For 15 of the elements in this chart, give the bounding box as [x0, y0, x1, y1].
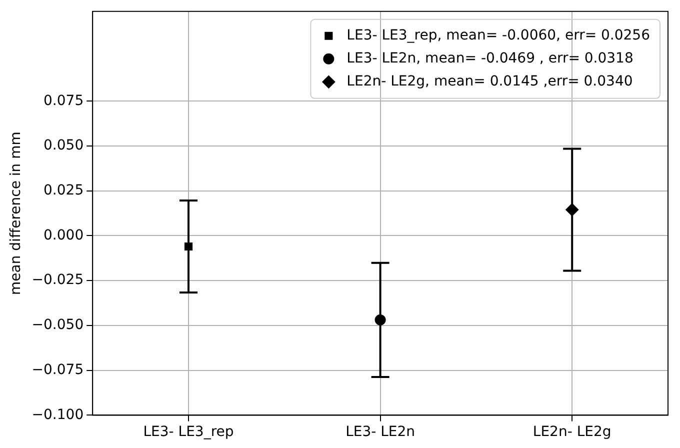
- x-tick-label: LE3- LE2n: [346, 424, 416, 440]
- y-tick-label: 0.025: [44, 182, 84, 199]
- y-tick-label: −0.100: [32, 406, 84, 423]
- y-tick-label: −0.075: [32, 362, 84, 378]
- y-tick-label: 0.075: [44, 92, 84, 109]
- y-tick-label: 0.050: [44, 138, 84, 154]
- y-tick-label: −0.025: [32, 272, 84, 288]
- legend-label: LE3- LE2n, mean= -0.0469 , err= 0.0318: [346, 50, 634, 67]
- legend-label: LE3- LE3_rep, mean= -0.0060, err= 0.0256: [346, 28, 650, 44]
- x-tick-label: LE3- LE3_rep: [143, 424, 234, 440]
- legend-label: LE2n- LE2g, mean= 0.0145 ,err= 0.0340: [346, 74, 633, 90]
- y-tick-label: −0.050: [32, 317, 84, 334]
- y-axis-title: mean difference in mm: [8, 132, 24, 295]
- y-tick-label: 0.000: [44, 227, 84, 244]
- x-tick-label: LE2n- LE2g: [532, 424, 612, 440]
